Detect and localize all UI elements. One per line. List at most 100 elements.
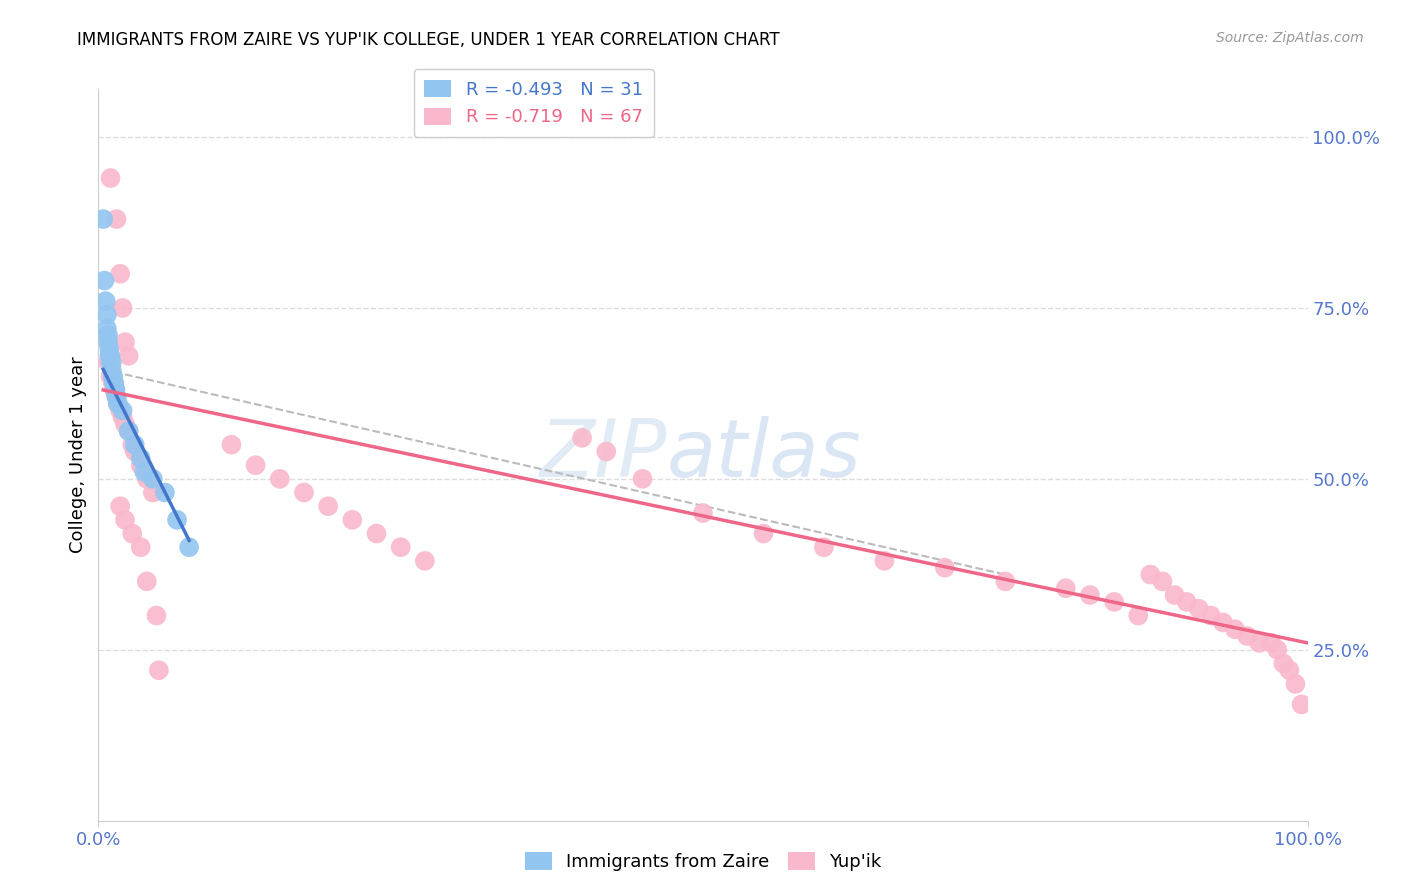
Point bbox=[129, 451, 152, 466]
Point bbox=[342, 513, 364, 527]
Point bbox=[101, 369, 124, 384]
Point bbox=[316, 499, 339, 513]
Point bbox=[1236, 629, 1258, 643]
Point bbox=[104, 383, 127, 397]
Point bbox=[1078, 588, 1101, 602]
Point bbox=[134, 465, 156, 479]
Point bbox=[1267, 642, 1289, 657]
Point bbox=[100, 349, 122, 363]
Point bbox=[97, 335, 120, 350]
Point bbox=[114, 513, 136, 527]
Point bbox=[118, 349, 141, 363]
Point bbox=[105, 390, 128, 404]
Point bbox=[135, 472, 157, 486]
Point bbox=[366, 526, 388, 541]
Point bbox=[1152, 574, 1174, 589]
Point bbox=[108, 403, 131, 417]
Point bbox=[105, 390, 128, 404]
Point bbox=[1139, 567, 1161, 582]
Point bbox=[1188, 601, 1211, 615]
Point bbox=[1163, 588, 1185, 602]
Point bbox=[1054, 581, 1077, 595]
Point bbox=[111, 403, 134, 417]
Point bbox=[104, 383, 127, 397]
Point bbox=[1278, 663, 1301, 677]
Point bbox=[103, 383, 125, 397]
Point bbox=[118, 424, 141, 438]
Point bbox=[1212, 615, 1234, 630]
Point bbox=[1175, 595, 1198, 609]
Point bbox=[245, 458, 267, 472]
Point bbox=[1272, 657, 1295, 671]
Legend: Immigrants from Zaire, Yup'ik: Immigrants from Zaire, Yup'ik bbox=[517, 846, 889, 879]
Point bbox=[292, 485, 315, 500]
Point bbox=[813, 540, 835, 554]
Point bbox=[145, 608, 167, 623]
Point bbox=[114, 335, 136, 350]
Point bbox=[103, 376, 125, 391]
Point bbox=[595, 444, 617, 458]
Point bbox=[91, 212, 114, 227]
Text: ZIP: ZIP bbox=[540, 416, 666, 494]
Point bbox=[124, 444, 146, 458]
Point bbox=[129, 540, 152, 554]
Point bbox=[934, 560, 956, 574]
Point bbox=[98, 342, 121, 356]
Point bbox=[101, 369, 124, 384]
Point bbox=[103, 376, 125, 391]
Point bbox=[100, 356, 122, 370]
Point bbox=[93, 274, 115, 288]
Point bbox=[121, 526, 143, 541]
Legend: R = -0.493   N = 31, R = -0.719   N = 67: R = -0.493 N = 31, R = -0.719 N = 67 bbox=[413, 69, 654, 137]
Point bbox=[97, 356, 120, 370]
Point bbox=[142, 472, 165, 486]
Point bbox=[94, 294, 117, 309]
Point bbox=[105, 212, 128, 227]
Point bbox=[135, 574, 157, 589]
Point bbox=[100, 362, 122, 376]
Point bbox=[98, 349, 121, 363]
Text: atlas: atlas bbox=[666, 416, 862, 494]
Point bbox=[96, 308, 118, 322]
Point bbox=[1284, 677, 1306, 691]
Point bbox=[1249, 636, 1271, 650]
Point bbox=[107, 397, 129, 411]
Point bbox=[166, 513, 188, 527]
Point bbox=[571, 431, 593, 445]
Point bbox=[179, 540, 201, 554]
Point bbox=[107, 397, 129, 411]
Point bbox=[104, 383, 127, 397]
Point bbox=[96, 321, 118, 335]
Point bbox=[1102, 595, 1125, 609]
Point bbox=[221, 438, 243, 452]
Point bbox=[118, 424, 141, 438]
Point bbox=[873, 554, 896, 568]
Point bbox=[1128, 608, 1150, 623]
Point bbox=[111, 410, 134, 425]
Point bbox=[153, 485, 176, 500]
Point bbox=[100, 369, 122, 384]
Point bbox=[1291, 698, 1313, 712]
Point bbox=[142, 485, 165, 500]
Point bbox=[100, 356, 122, 370]
Point bbox=[269, 472, 291, 486]
Point bbox=[752, 526, 775, 541]
Point bbox=[1223, 622, 1246, 636]
Point bbox=[121, 438, 143, 452]
Point bbox=[114, 417, 136, 432]
Point bbox=[413, 554, 436, 568]
Point bbox=[1199, 608, 1222, 623]
Point bbox=[108, 267, 131, 281]
Point bbox=[101, 376, 124, 391]
Point bbox=[129, 458, 152, 472]
Point bbox=[108, 499, 131, 513]
Point bbox=[631, 472, 654, 486]
Point bbox=[97, 328, 120, 343]
Point bbox=[1260, 636, 1282, 650]
Text: Source: ZipAtlas.com: Source: ZipAtlas.com bbox=[1216, 31, 1364, 45]
Point bbox=[389, 540, 412, 554]
Point bbox=[111, 301, 134, 315]
Point bbox=[994, 574, 1017, 589]
Point bbox=[105, 390, 128, 404]
Text: IMMIGRANTS FROM ZAIRE VS YUP'IK COLLEGE, UNDER 1 YEAR CORRELATION CHART: IMMIGRANTS FROM ZAIRE VS YUP'IK COLLEGE,… bbox=[77, 31, 780, 49]
